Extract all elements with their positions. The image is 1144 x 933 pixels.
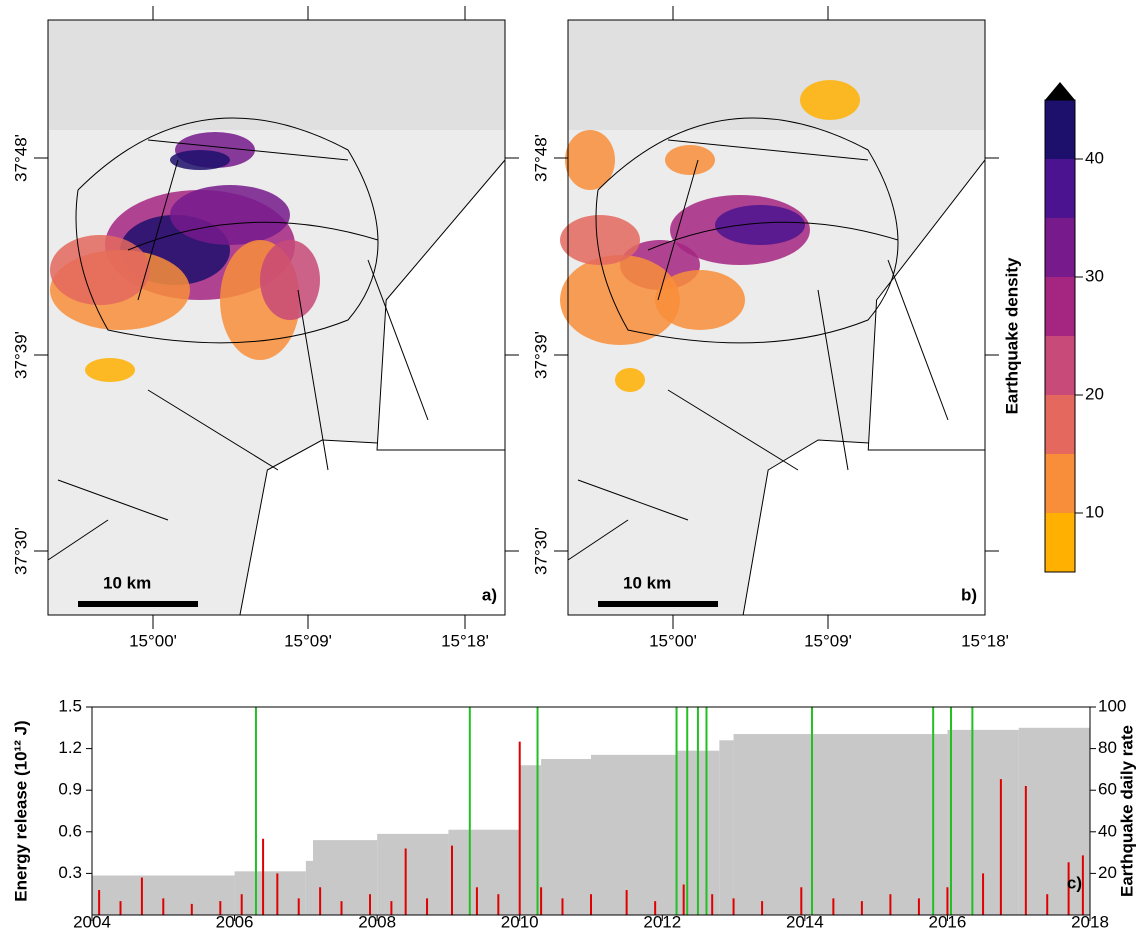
panel-label: b) [961, 585, 977, 604]
density-patch [170, 185, 290, 245]
lon-label: 15°18' [441, 631, 489, 650]
rate-step [448, 830, 519, 915]
relief [48, 20, 505, 130]
colorbar-extension [1045, 82, 1075, 100]
lat-label: 37°39' [531, 331, 550, 379]
lat-label: 37°30' [11, 527, 30, 575]
rate-step [235, 871, 306, 915]
colorbar-band [1045, 336, 1075, 395]
rate-step [734, 734, 948, 915]
y2-tick-label: 100 [1098, 696, 1126, 715]
colorbar-band [1045, 395, 1075, 454]
y2-tick-label: 60 [1098, 780, 1117, 799]
x-tick-label: 2012 [643, 912, 681, 931]
colorbar-title: Earthquake density [1002, 257, 1021, 414]
colorbar-band [1045, 277, 1075, 336]
y-tick-label: 0.9 [58, 780, 82, 799]
x-tick-label: 2016 [929, 912, 967, 931]
lon-label: 15°18' [961, 631, 1009, 650]
y-axis-title: Energy release (10¹² J) [11, 720, 30, 901]
rate-step [306, 861, 313, 915]
x-tick-label: 2010 [501, 912, 539, 931]
lat-label: 37°48' [11, 134, 30, 182]
panel-label: c) [1067, 873, 1082, 892]
density-patch [50, 235, 150, 305]
coast [240, 440, 505, 615]
density-patch [170, 150, 230, 170]
y-tick-label: 0.3 [58, 863, 82, 882]
colorbar-band [1045, 454, 1075, 513]
figure: 37°48' 37°39' 37°30' 15°00' 15°09' 15°18' 10 k… [0, 0, 1144, 933]
density-patch [715, 205, 805, 245]
rate-step [377, 834, 448, 915]
density-patch [615, 368, 645, 392]
colorbar-tick-label: 20 [1085, 384, 1104, 403]
relief [568, 20, 985, 130]
lat-label: 37°39' [11, 331, 30, 379]
density-patch [260, 240, 320, 320]
density-patch [85, 358, 135, 382]
panel-label: a) [482, 585, 497, 604]
colorbar-tick-label: 30 [1085, 266, 1104, 285]
y-tick-label: 0.6 [58, 821, 82, 840]
colorbar-band [1045, 218, 1075, 277]
y2-tick-label: 40 [1098, 821, 1117, 840]
lon-label: 15°09' [804, 631, 852, 650]
x-tick-label: 2014 [786, 912, 824, 931]
lon-label: 15°00' [129, 631, 177, 650]
scale-label: 10 km [103, 573, 151, 592]
coast [743, 440, 985, 615]
rate-step [541, 759, 591, 915]
rate-step [719, 740, 733, 915]
x-tick-label: 2004 [73, 912, 111, 931]
density-patch [655, 270, 745, 330]
density-patch [800, 80, 860, 120]
lon-label: 15°00' [649, 631, 697, 650]
rate-step [313, 840, 377, 915]
x-tick-label: 2008 [358, 912, 396, 931]
x-tick-label: 2006 [216, 912, 254, 931]
colorbar-tick-label: 40 [1085, 148, 1104, 167]
colorbar-tick-label: 10 [1085, 502, 1104, 521]
colorbar-band [1045, 100, 1075, 159]
density-patch [665, 145, 715, 175]
y2-tick-label: 20 [1098, 863, 1117, 882]
x-tick-label: 2018 [1071, 912, 1109, 931]
lon-label: 15°09' [284, 631, 332, 650]
lat-label: 37°48' [531, 134, 550, 182]
lat-label: 37°30' [531, 527, 550, 575]
y2-axis-title: Earthquake daily rate [1117, 725, 1136, 897]
rate-step [591, 755, 677, 915]
y-tick-label: 1.5 [58, 696, 82, 715]
y2-tick-label: 80 [1098, 738, 1117, 757]
colorbar-band [1045, 159, 1075, 218]
scale-label: 10 km [623, 573, 671, 592]
colorbar-band [1045, 513, 1075, 572]
y-tick-label: 1.2 [58, 738, 82, 757]
